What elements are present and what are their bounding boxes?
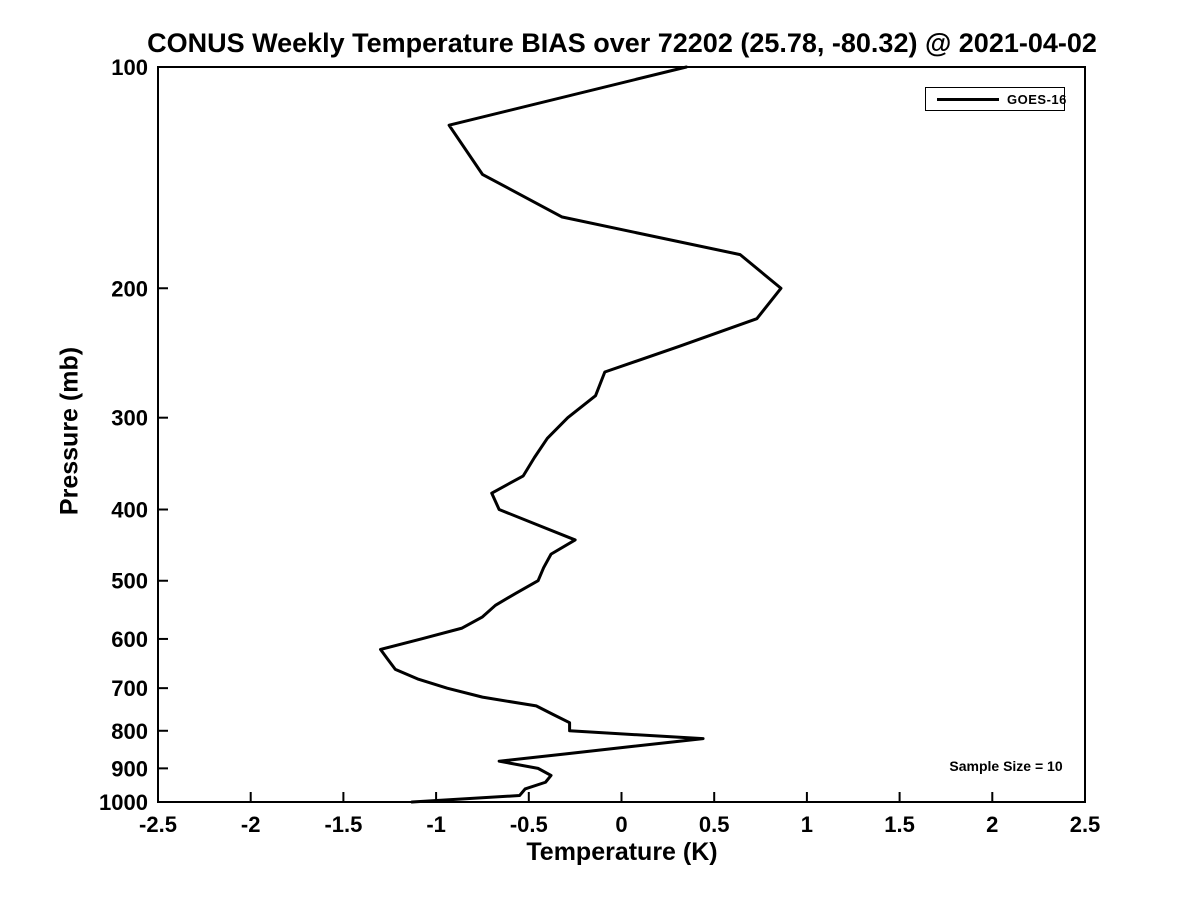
x-tick-label: 2 bbox=[986, 812, 998, 837]
y-tick-label: 500 bbox=[111, 569, 148, 594]
x-tick-label: 0 bbox=[615, 812, 627, 837]
legend: GOES-16 bbox=[925, 87, 1067, 111]
series-line-goes-16 bbox=[378, 65, 783, 804]
x-tick-label: -2.5 bbox=[139, 812, 177, 837]
x-tick-label: 0.5 bbox=[699, 812, 730, 837]
y-tick-label: 300 bbox=[111, 406, 148, 431]
x-tick-label: 2.5 bbox=[1070, 812, 1101, 837]
y-tick-label: 900 bbox=[111, 756, 148, 781]
y-tick-label: 100 bbox=[111, 55, 148, 80]
legend-line-sample bbox=[937, 97, 999, 101]
legend-label: GOES-16 bbox=[1007, 91, 1067, 107]
x-tick-label: -1 bbox=[426, 812, 446, 837]
chart-title: CONUS Weekly Temperature BIAS over 72202… bbox=[147, 28, 1097, 58]
y-tick-label: 700 bbox=[111, 676, 148, 701]
x-tick-label: 1 bbox=[801, 812, 813, 837]
sample-size-annotation: Sample Size = 10 bbox=[949, 758, 1063, 774]
x-tick-label: -2 bbox=[241, 812, 261, 837]
x-tick-label: -0.5 bbox=[510, 812, 548, 837]
y-tick-label: 1000 bbox=[99, 790, 148, 815]
y-tick-label: 400 bbox=[111, 498, 148, 523]
y-tick-label: 200 bbox=[111, 276, 148, 301]
x-axis-label: Temperature (K) bbox=[526, 838, 718, 866]
y-tick-label: 600 bbox=[111, 627, 148, 652]
y-tick-label: 800 bbox=[111, 719, 148, 744]
plot-frame bbox=[157, 66, 1086, 803]
x-tick-label: -1.5 bbox=[324, 812, 362, 837]
x-tick-label: 1.5 bbox=[884, 812, 915, 837]
